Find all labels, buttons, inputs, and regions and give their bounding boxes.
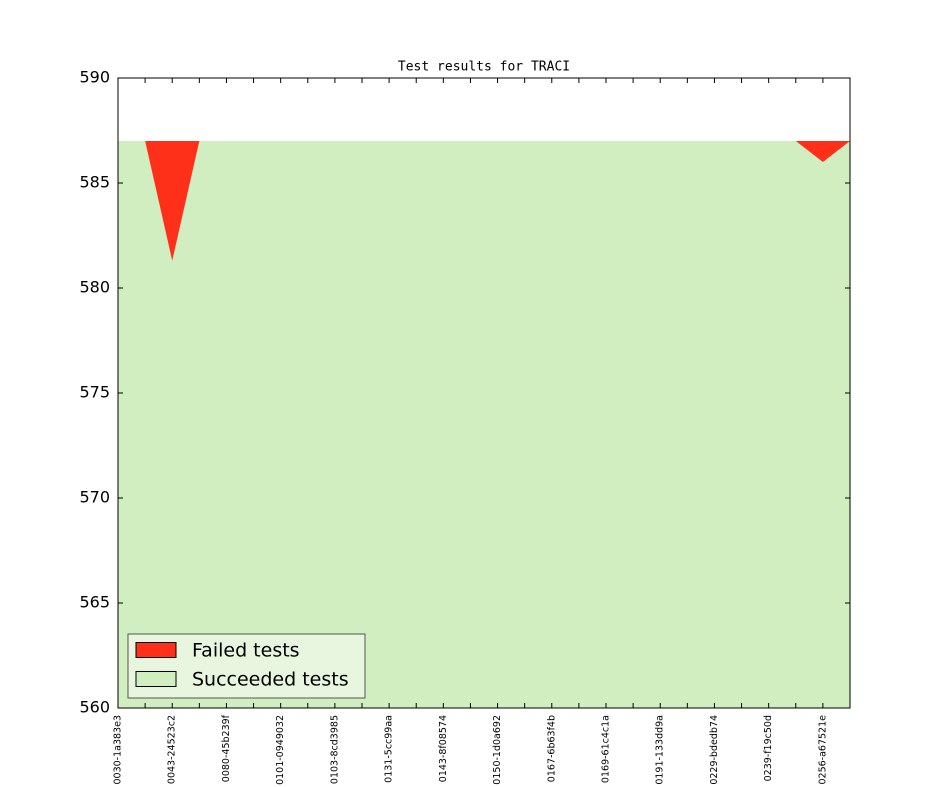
plot-area	[118, 141, 850, 708]
x-tick-label: 0080-45b239f	[221, 714, 232, 782]
y-tick-label: 585	[79, 173, 110, 192]
x-tick-label: 0101-0949032	[275, 715, 286, 785]
x-tick-label: 0169-61c4c1a	[601, 715, 612, 783]
legend-swatch	[135, 642, 177, 658]
y-tick-label: 565	[79, 593, 110, 612]
y-tick-label: 590	[79, 68, 110, 87]
legend-label: Succeeded tests	[192, 669, 349, 691]
x-tick-label: 0131-5cc99aa	[384, 715, 395, 783]
y-tick-label: 560	[79, 698, 110, 717]
area	[118, 141, 850, 261]
x-tick-label: 0143-8f08574	[438, 715, 449, 782]
legend: Failed tests Succeeded tests	[127, 633, 366, 699]
x-tick-label: 0103-8cd3985	[329, 715, 340, 784]
x-tick-label: 0150-1d0a692	[492, 715, 503, 785]
x-tick-label: 0239-f19c50d	[763, 715, 774, 781]
y-tick-label: 570	[79, 488, 110, 507]
x-tick-label: 0191-133dd9a	[655, 715, 666, 785]
chart-title: Test results for TRACI	[398, 60, 570, 75]
legend-swatch	[135, 671, 177, 687]
area	[118, 141, 850, 708]
x-tick-label: 0256-a67521e	[817, 715, 828, 785]
y-tick-label: 580	[79, 278, 110, 297]
y-tick-label: 575	[79, 383, 110, 402]
x-tick-label: 0167-6b63f4b	[546, 715, 557, 782]
x-tick-label: 0030-1a383e3	[113, 715, 124, 785]
x-tick-label: 0229-bdedb74	[709, 715, 720, 785]
x-tick-label: 0043-24523c2	[167, 715, 178, 784]
legend-label: Failed tests	[192, 640, 300, 662]
